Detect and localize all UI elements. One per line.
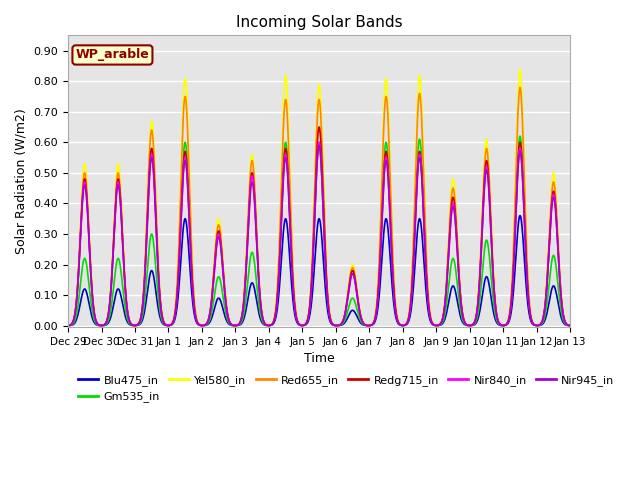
Y-axis label: Solar Radiation (W/m2): Solar Radiation (W/m2) <box>15 108 28 254</box>
Legend: Blu475_in, Gm535_in, Yel580_in, Red655_in, Redg715_in, Nir840_in, Nir945_in: Blu475_in, Gm535_in, Yel580_in, Red655_i… <box>74 371 619 407</box>
Text: WP_arable: WP_arable <box>76 48 149 61</box>
Title: Incoming Solar Bands: Incoming Solar Bands <box>236 15 403 30</box>
X-axis label: Time: Time <box>304 352 335 365</box>
